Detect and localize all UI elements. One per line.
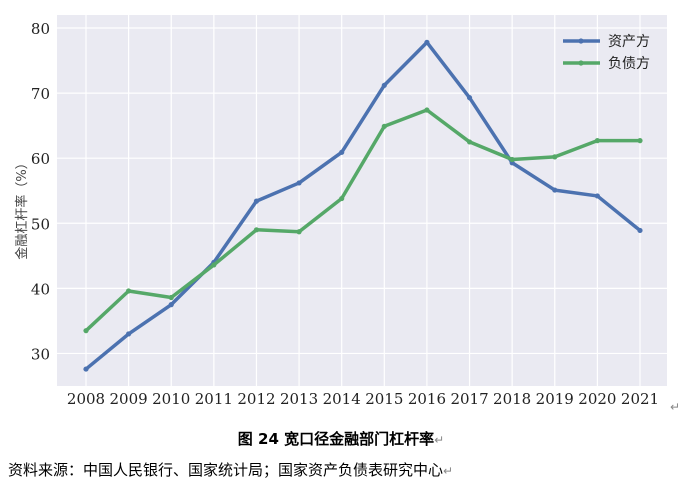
y-tick-label: 70 (31, 85, 50, 103)
data-point (637, 138, 643, 144)
data-point (424, 107, 430, 113)
plot-area (57, 15, 667, 386)
figure-caption: 图 24 宽口径金融部门杠杆率↵ (237, 430, 445, 448)
data-point (296, 180, 302, 186)
y-tick-label: 50 (31, 215, 50, 233)
x-tick-label: 2010 (152, 390, 190, 408)
y-tick-label: 80 (31, 20, 50, 38)
x-tick-label: 2021 (621, 390, 659, 408)
legend-marker (578, 38, 584, 44)
data-point (424, 39, 430, 45)
data-point (509, 156, 515, 163)
x-tick-label: 2015 (365, 390, 403, 408)
y-axis-label: 金融杠杆率（%） (14, 156, 30, 259)
series-line-0 (84, 40, 642, 371)
x-tick-label: 2012 (237, 390, 275, 408)
x-tick-label: 2019 (536, 390, 574, 408)
x-tick-label: 2008 (67, 390, 105, 408)
data-point (211, 262, 217, 268)
y-tick-label: 60 (31, 150, 50, 168)
data-point (339, 195, 345, 202)
data-point (637, 227, 643, 234)
x-tick-label: 2011 (195, 390, 233, 408)
x-tick-label: 2017 (450, 390, 488, 408)
data-point (253, 227, 260, 233)
x-tick-label: 2014 (323, 390, 361, 408)
data-point (83, 366, 89, 372)
return-mark: ↵ (670, 400, 681, 414)
data-point (296, 229, 302, 235)
y-tick-label: 40 (31, 280, 50, 298)
legend-label: 资产方 (608, 34, 650, 50)
data-point (594, 138, 600, 144)
source-note: 资料来源：中国人民银行、国家统计局；国家资产负债表研究中心↵ (8, 461, 454, 479)
legend-label: 负债方 (608, 56, 650, 72)
data-point (381, 82, 387, 88)
x-tick-label: 2016 (408, 390, 446, 408)
data-point (552, 154, 558, 160)
data-point (83, 328, 89, 334)
data-point (552, 187, 558, 193)
x-tick-label: 2018 (493, 390, 531, 408)
data-point (126, 331, 132, 337)
data-point (594, 193, 600, 199)
x-tick-label: 2009 (110, 390, 148, 408)
data-point (168, 302, 174, 308)
data-point (466, 95, 473, 101)
data-point (253, 198, 260, 204)
data-point (168, 294, 174, 301)
data-point (466, 139, 473, 145)
x-tick-label: 2013 (280, 390, 318, 408)
data-point (381, 123, 387, 129)
legend-marker (578, 60, 584, 66)
data-point (126, 288, 132, 294)
y-tick-label: 30 (31, 345, 50, 363)
series-line-1 (84, 108, 642, 333)
data-point (339, 149, 345, 155)
x-tick-label: 2020 (578, 390, 616, 408)
